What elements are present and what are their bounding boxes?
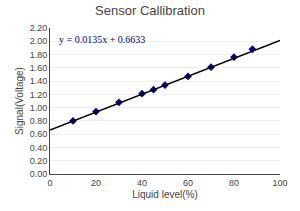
- svg-text:20: 20: [91, 178, 101, 188]
- svg-text:1.60: 1.60: [30, 63, 48, 73]
- svg-text:2.00: 2.00: [30, 36, 48, 46]
- svg-text:1.80: 1.80: [30, 50, 48, 60]
- svg-text:y = 0.0135x + 0.6633: y = 0.0135x + 0.6633: [59, 34, 145, 45]
- svg-text:40: 40: [137, 178, 147, 188]
- svg-text:Sensor Callibration: Sensor Callibration: [95, 3, 205, 18]
- svg-text:2.20: 2.20: [30, 23, 48, 33]
- svg-text:Signal(Voltage): Signal(Voltage): [14, 67, 25, 135]
- svg-text:100: 100: [272, 178, 287, 188]
- svg-text:0.20: 0.20: [30, 156, 48, 166]
- svg-text:1.40: 1.40: [30, 76, 48, 86]
- svg-text:0.80: 0.80: [30, 116, 48, 126]
- svg-text:80: 80: [229, 178, 239, 188]
- svg-text:Liquid level(%): Liquid level(%): [132, 189, 198, 200]
- svg-text:1.00: 1.00: [30, 103, 48, 113]
- svg-text:0: 0: [47, 178, 52, 188]
- svg-text:0.40: 0.40: [30, 143, 48, 153]
- svg-text:60: 60: [183, 178, 193, 188]
- svg-text:1.20: 1.20: [30, 90, 48, 100]
- svg-text:0.00: 0.00: [30, 169, 48, 179]
- svg-text:0.60: 0.60: [30, 129, 48, 139]
